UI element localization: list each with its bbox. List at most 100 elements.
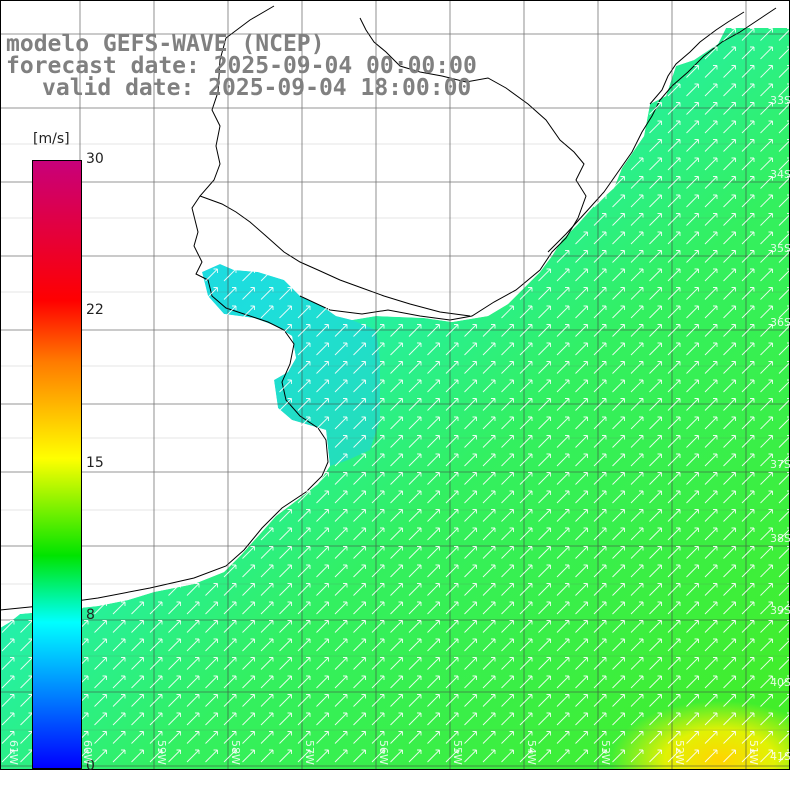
wind-arrow: [242, 305, 255, 319]
wind-arrow: [686, 120, 699, 134]
wind-arrow: [482, 675, 496, 689]
wind-arrow: [445, 509, 459, 522]
wind-arrow: [334, 601, 348, 615]
wind-arrow: [464, 601, 477, 615]
wind-arrow: [741, 564, 755, 578]
wind-arrow: [741, 268, 755, 282]
wind-arrow: [427, 435, 440, 448]
wind-arrow: [279, 583, 292, 596]
wind-arrow: [556, 324, 570, 337]
wind-arrow: [575, 657, 588, 670]
wind-arrow: [556, 509, 570, 522]
wind-arrow: [131, 638, 144, 652]
wind-arrow: [482, 712, 496, 726]
wind-arrow: [575, 601, 588, 615]
wind-arrow: [667, 120, 681, 134]
wind-arrow: [427, 638, 440, 652]
wind-arrow: [667, 287, 681, 300]
wind-arrow: [334, 453, 348, 467]
wind-arrow: [390, 657, 403, 670]
wind-arrow: [297, 638, 311, 652]
wind-arrow: [316, 601, 329, 615]
wind-arrow: [723, 250, 736, 263]
wind-arrow: [519, 509, 533, 522]
wind-arrow: [279, 620, 292, 633]
wind-arrow: [482, 361, 496, 374]
wind-arrow: [112, 657, 126, 670]
wind-arrow: [408, 416, 422, 430]
wind-arrow: [593, 583, 607, 596]
lat-lon-grid: [0, 0, 790, 770]
wind-arrow: [353, 472, 366, 485]
wind-arrow: [575, 342, 588, 356]
wind-arrow: [408, 583, 422, 596]
wind-arrow: [1, 749, 15, 763]
wind-arrow: [316, 657, 329, 670]
wind-arrow: [723, 83, 736, 97]
wind-arrow: [501, 583, 514, 596]
wind-arrow: [353, 564, 366, 578]
wind-arrow: [501, 527, 514, 541]
wind-arrow: [242, 638, 255, 652]
wind-arrow: [316, 361, 329, 374]
wind-arrow: [741, 583, 755, 596]
wind-arrow: [390, 379, 403, 393]
wind-arrow: [131, 712, 144, 726]
lat-label: 37S: [770, 458, 791, 471]
wind-arrow: [1, 620, 15, 633]
wind-arrow: [593, 472, 607, 485]
wind-arrow: [556, 342, 570, 356]
wind-arrow: [741, 102, 755, 115]
wind-arrow: [612, 324, 625, 337]
wind-arrow: [760, 379, 773, 393]
wind-arrow: [94, 638, 107, 652]
wind-arrow: [593, 287, 607, 300]
wind-arrow: [482, 472, 496, 485]
wind-arrow: [575, 324, 588, 337]
wind-arrow: [149, 731, 163, 744]
wind-arrow: [482, 324, 496, 337]
wind-arrow: [556, 749, 570, 763]
wind-arrow: [1, 657, 15, 670]
wind-arrow: [741, 546, 755, 559]
wind-arrow: [205, 675, 218, 689]
wind-arrow: [464, 472, 477, 485]
wind-arrow: [427, 583, 440, 596]
wind-arrow: [593, 509, 607, 522]
wind-arrow: [519, 490, 533, 504]
wind-arrow: [445, 601, 459, 615]
wind-arrow: [686, 139, 699, 152]
wind-arrow: [519, 675, 533, 689]
wind-arrow: [593, 324, 607, 337]
wind-arrow: [131, 731, 144, 744]
wind-arrow: [556, 472, 570, 485]
wind-arrow: [704, 731, 718, 744]
wind-arrow: [593, 638, 607, 652]
wind-arrow: [297, 361, 311, 374]
wind-arrow: [205, 638, 218, 652]
wind-arrow: [593, 231, 607, 245]
colorbar-tick-22: 22: [86, 302, 104, 318]
wind-arrow: [649, 176, 662, 189]
wind-arrow: [149, 749, 163, 763]
wind-arrow: [723, 176, 736, 189]
wind-arrow: [556, 601, 570, 615]
wind-arrow: [316, 638, 329, 652]
wind-arrow: [168, 583, 181, 596]
wind-arrow: [630, 398, 644, 411]
wind-arrow: [649, 379, 662, 393]
wind-arrow: [760, 287, 773, 300]
wind-arrow: [168, 731, 181, 744]
wind-arrow: [723, 120, 736, 134]
wind-arrow: [686, 453, 699, 467]
wind-arrow: [427, 675, 440, 689]
wind-arrow: [353, 694, 366, 707]
wind-arrow: [704, 749, 718, 763]
wind-arrow: [593, 749, 607, 763]
wind-arrow: [649, 490, 662, 504]
wind-arrow: [371, 731, 385, 744]
wind-arrow: [94, 712, 107, 726]
wind-arrow: [353, 379, 366, 393]
wind-arrow: [186, 712, 200, 726]
wind-arrow: [464, 342, 477, 356]
